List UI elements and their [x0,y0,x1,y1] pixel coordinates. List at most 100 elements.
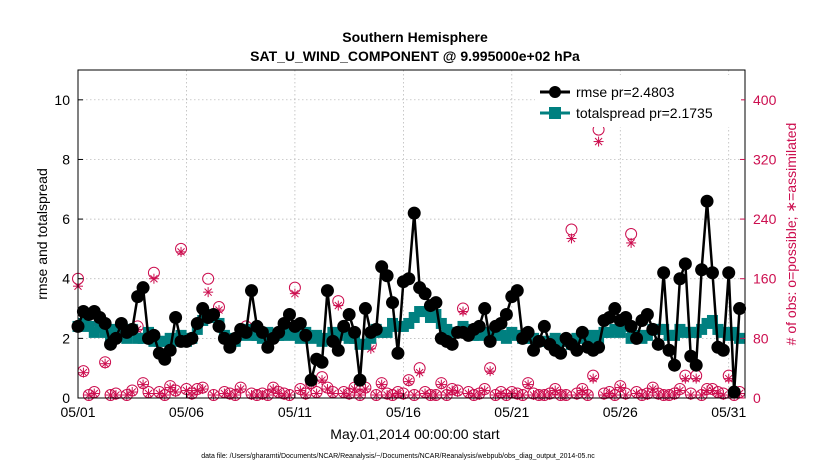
obs-assimilated-point [430,390,441,401]
obs-assimilated-stroke [491,391,500,399]
obs-assimilated-point [110,390,121,401]
obs-assimilated-point [268,384,279,395]
obs-assimilated-point [89,388,100,399]
obs-assimilated-point [512,390,523,401]
y-tick-label: 4 [62,271,70,287]
spread-point [641,329,653,341]
y2-tick-label: 240 [753,211,777,227]
obs-assimilated-stroke [437,380,446,389]
obs-assimilated-stroke [426,391,435,399]
rmse-point [169,310,183,324]
obs-assimilated-stroke [600,391,608,399]
x-tick-label: 05/21 [494,404,529,420]
obs-assimilated-stroke [285,391,294,399]
spread-point [430,309,442,321]
rmse-point [358,302,372,316]
spread-point [332,329,344,341]
obs-assimilated-stroke [697,391,706,399]
obs-assimilated-stroke [236,385,245,393]
obs-assimilated-point [647,384,658,395]
obs-assimilated-stroke [616,383,625,392]
spread-point [696,323,708,335]
obs-possible-point [207,389,220,402]
legend-rmse-marker [549,86,561,98]
obs-assimilated-point [289,288,300,299]
obs-assimilated-point [674,385,685,396]
obs-assimilated-point [148,273,159,284]
spread-point [734,332,746,344]
spread-point [658,323,670,335]
rmse-point [109,331,123,345]
rmse-point [429,296,443,310]
obs-assimilated-stroke [198,385,207,393]
rmse-point [537,319,551,333]
obs-assimilated-stroke [84,391,93,399]
obs-possible-point [408,389,421,402]
obs-assimilated-stroke [594,137,603,146]
obs-assimilated-stroke [193,386,202,395]
obs-assimilated-point [181,385,192,396]
obs-assimilated-point [143,388,154,399]
spread-point [408,311,420,323]
chart-subtitle: SAT_U_WIND_COMPONENT @ 9.995000e+02 hPa [250,48,580,64]
y2-tick-label: 0 [753,390,761,406]
obs-assimilated-point [127,387,138,398]
rmse-point [499,308,513,322]
obs-assimilated-point [517,390,528,401]
obs-assimilated-point [176,246,187,257]
rmse-point [207,308,221,322]
x-axis-ticks: 05/01 05/06 05/11 05/16 05/21 05/26 05/31 [60,393,746,420]
obs-assimilated-point [523,379,534,390]
rmse-point [478,302,492,316]
rmse-point [733,302,747,316]
rmse-point [483,334,497,348]
spread-point [500,332,512,344]
obs-assimilated-stroke [665,391,673,399]
obs-assimilated-stroke [632,389,641,398]
obs-assimilated-point [300,390,311,401]
obs-assimilated-point [588,373,599,384]
obs-assimilated-stroke [372,391,381,399]
rmse-point [716,343,730,357]
legend-spread-marker [549,107,561,119]
rmse-point [125,322,139,336]
obs-assimilated-point [159,390,170,401]
obs-assimilated-stroke [328,389,337,398]
rmse-point [315,355,329,369]
obs-assimilated-point [615,382,626,393]
obs-assimilated-stroke [160,391,169,399]
obs-assimilated-stroke [497,389,505,398]
obs-assimilated-stroke [670,391,679,399]
spread-point [83,320,95,332]
obs-assimilated-stroke [247,391,256,399]
rmse-point [282,308,296,322]
obs-assimilated-point [669,390,680,401]
obs-assimilated-stroke [480,386,489,395]
obs-assimilated-point [414,367,425,378]
obs-assimilated-stroke [182,386,191,395]
rmse-point [700,194,714,208]
rmse-point [624,319,638,333]
obs-assimilated-stroke [486,367,495,376]
spread-point [435,317,447,329]
obs-assimilated-point [235,384,246,395]
rmse-point [239,325,253,339]
obs-assimilated-stroke [253,391,261,399]
obs-assimilated-stroke [545,391,554,399]
obs-assimilated-point [441,390,452,401]
obs-assimilated-stroke [654,391,663,399]
obs-assimilated-point [593,136,604,147]
obs-assimilated-stroke [112,391,120,399]
rmse-point [136,281,150,295]
obs-assimilated-stroke [524,380,532,389]
obs-assimilated-stroke [551,386,560,395]
obs-assimilated-stroke [101,359,110,368]
obs-assimilated-stroke [296,386,305,395]
obs-assimilated-point [403,376,414,387]
obs-assimilated-stroke [225,391,234,399]
obs-assimilated-stroke [556,391,565,399]
rmse-point [662,343,676,357]
rmse-point [695,263,709,277]
rmse-point [472,319,486,333]
obs-assimilated-stroke [659,391,668,399]
